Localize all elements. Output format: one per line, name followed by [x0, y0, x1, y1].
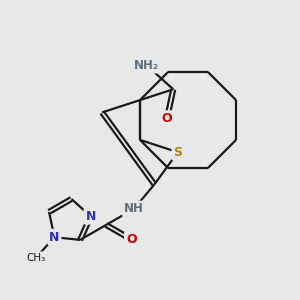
Text: O: O [162, 112, 172, 125]
Text: N: N [49, 231, 60, 244]
Text: CH₃: CH₃ [26, 253, 45, 263]
Text: N: N [85, 210, 96, 223]
Text: NH: NH [124, 202, 144, 215]
Text: NH₂: NH₂ [134, 59, 159, 72]
Text: O: O [126, 233, 136, 246]
Text: S: S [173, 146, 182, 159]
